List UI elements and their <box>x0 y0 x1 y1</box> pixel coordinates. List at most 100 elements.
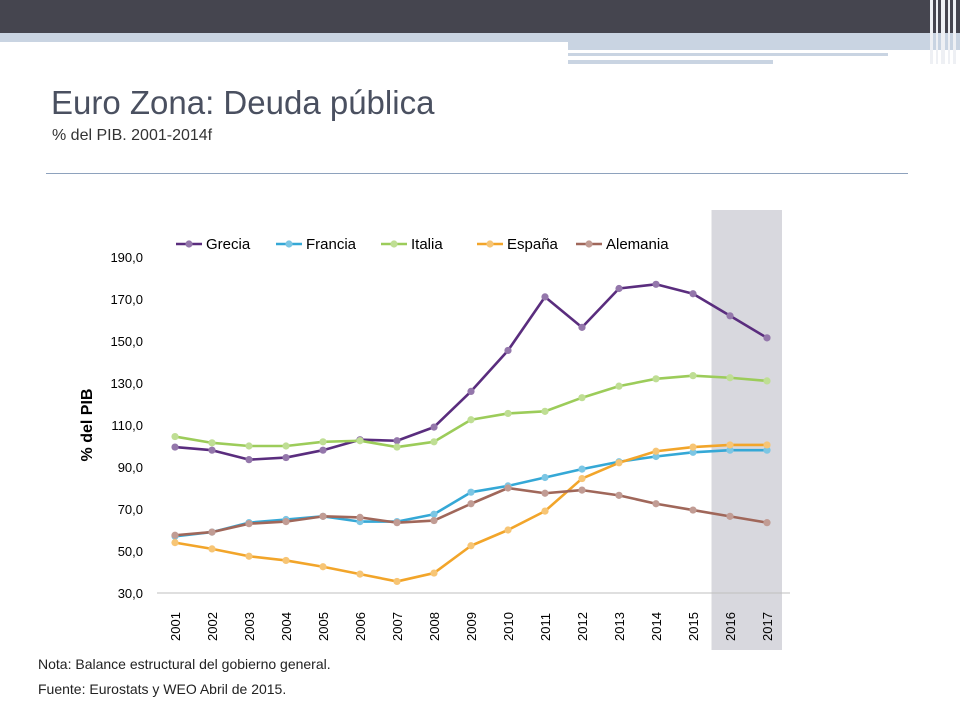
data-point-italia <box>319 438 327 446</box>
data-point-italia <box>652 375 660 383</box>
data-point-grecia <box>430 423 438 431</box>
data-point-italia <box>467 416 475 424</box>
data-point-italia <box>726 374 734 382</box>
data-point-grecia <box>578 323 586 331</box>
data-point-grecia <box>689 290 697 298</box>
data-point-alemania <box>171 531 179 539</box>
data-point-francia <box>578 465 586 473</box>
x-tick-label: 2005 <box>316 612 331 641</box>
x-tick-label: 2011 <box>538 613 553 641</box>
data-point-italia <box>541 407 549 415</box>
data-point-alemania <box>282 518 290 526</box>
data-point-españa <box>467 542 475 550</box>
legend-label: España <box>507 236 559 253</box>
header-line-1 <box>568 53 888 56</box>
x-tick-label: 2008 <box>427 612 442 641</box>
data-point-españa <box>356 570 364 578</box>
y-tick-label: 30,0 <box>118 586 143 601</box>
series-layer <box>171 280 771 586</box>
data-point-italia <box>282 442 290 450</box>
x-tick-label: 2006 <box>353 612 368 641</box>
data-point-francia <box>541 473 549 482</box>
legend-swatch-marker <box>185 240 193 248</box>
legend-swatch-marker <box>390 240 398 248</box>
data-point-grecia <box>393 437 401 445</box>
data-point-grecia <box>282 453 290 462</box>
header-band <box>0 33 960 42</box>
x-tick-label: 2017 <box>760 612 775 641</box>
data-point-grecia <box>504 346 512 355</box>
data-point-italia <box>504 409 512 418</box>
data-point-alemania <box>652 500 660 508</box>
data-point-alemania <box>467 500 475 508</box>
y-tick-label: 70,0 <box>118 502 143 517</box>
data-point-francia <box>689 448 697 456</box>
legend-label: Italia <box>411 236 443 253</box>
y-tick-label: 170,0 <box>110 292 143 307</box>
data-point-españa <box>393 577 401 586</box>
header-line-2 <box>568 60 773 64</box>
data-point-alemania <box>430 516 438 525</box>
data-point-italia <box>689 372 697 380</box>
title-divider <box>46 173 908 174</box>
series-line-grecia <box>174 282 768 461</box>
data-point-grecia <box>652 280 660 288</box>
data-point-francia <box>763 446 771 454</box>
data-point-grecia <box>615 284 623 293</box>
axis-layer: 30,0 50,0 70,0 90,0 110,0 130,0 150,0 170,0 190,… <box>110 250 790 641</box>
x-tick-label: 2016 <box>723 612 738 641</box>
data-point-alemania <box>504 484 512 492</box>
data-point-alemania <box>393 519 401 527</box>
data-point-españa <box>615 459 623 467</box>
data-point-italia <box>356 437 364 445</box>
data-point-españa <box>763 441 771 449</box>
data-point-alemania <box>689 506 697 514</box>
x-tick-label: 2015 <box>686 612 701 641</box>
data-point-italia <box>208 439 216 447</box>
top-bar <box>0 0 960 33</box>
slide-title: Euro Zona: Deuda pública <box>51 84 435 121</box>
data-point-españa <box>578 474 586 483</box>
data-point-grecia <box>171 443 179 451</box>
legend-swatch-marker <box>285 240 293 248</box>
data-point-grecia <box>245 456 253 464</box>
y-tick-label: 130,0 <box>110 376 143 391</box>
data-point-españa <box>319 563 327 571</box>
legend-swatch-marker <box>486 240 494 248</box>
x-tick-label: 2003 <box>242 612 257 641</box>
slide-subtitle: % del PIB. 2001-2014f <box>52 127 213 144</box>
data-point-alemania <box>726 512 734 520</box>
source-note: Fuente: Eurostats y WEO Abril de 2015. <box>38 681 287 697</box>
data-point-alemania <box>356 513 364 522</box>
data-point-grecia <box>726 312 734 320</box>
data-point-grecia <box>208 446 216 454</box>
data-point-italia <box>393 443 401 451</box>
legend-swatch-marker <box>585 240 593 248</box>
y-axis-label: % del PIB <box>79 389 96 462</box>
data-point-italia <box>578 394 586 402</box>
series-line-españa <box>174 443 767 583</box>
y-tick-label: 190,0 <box>110 250 143 265</box>
legend-label: Grecia <box>206 236 251 253</box>
data-point-italia <box>615 382 623 390</box>
data-point-francia <box>726 446 734 454</box>
data-point-españa <box>541 507 549 515</box>
x-tick-label: 2004 <box>279 612 294 641</box>
data-point-francia <box>652 452 660 461</box>
data-point-francia <box>467 488 475 496</box>
x-tick-label: 2012 <box>575 612 590 641</box>
data-point-españa <box>282 556 290 565</box>
legend: Grecia Francia Italia España Alemania <box>176 236 669 253</box>
y-tick-label: 110,0 <box>111 418 143 433</box>
forecast-shade <box>711 210 782 650</box>
data-point-españa <box>504 526 512 534</box>
x-tick-label: 2010 <box>501 612 516 641</box>
y-tick-label: 50,0 <box>118 544 143 559</box>
x-tick-label: 2001 <box>168 612 183 641</box>
data-point-alemania <box>208 528 216 536</box>
data-point-grecia <box>467 387 475 395</box>
data-point-grecia <box>763 334 771 342</box>
legend-label: Francia <box>306 236 357 253</box>
x-tick-label: 2002 <box>205 612 220 641</box>
